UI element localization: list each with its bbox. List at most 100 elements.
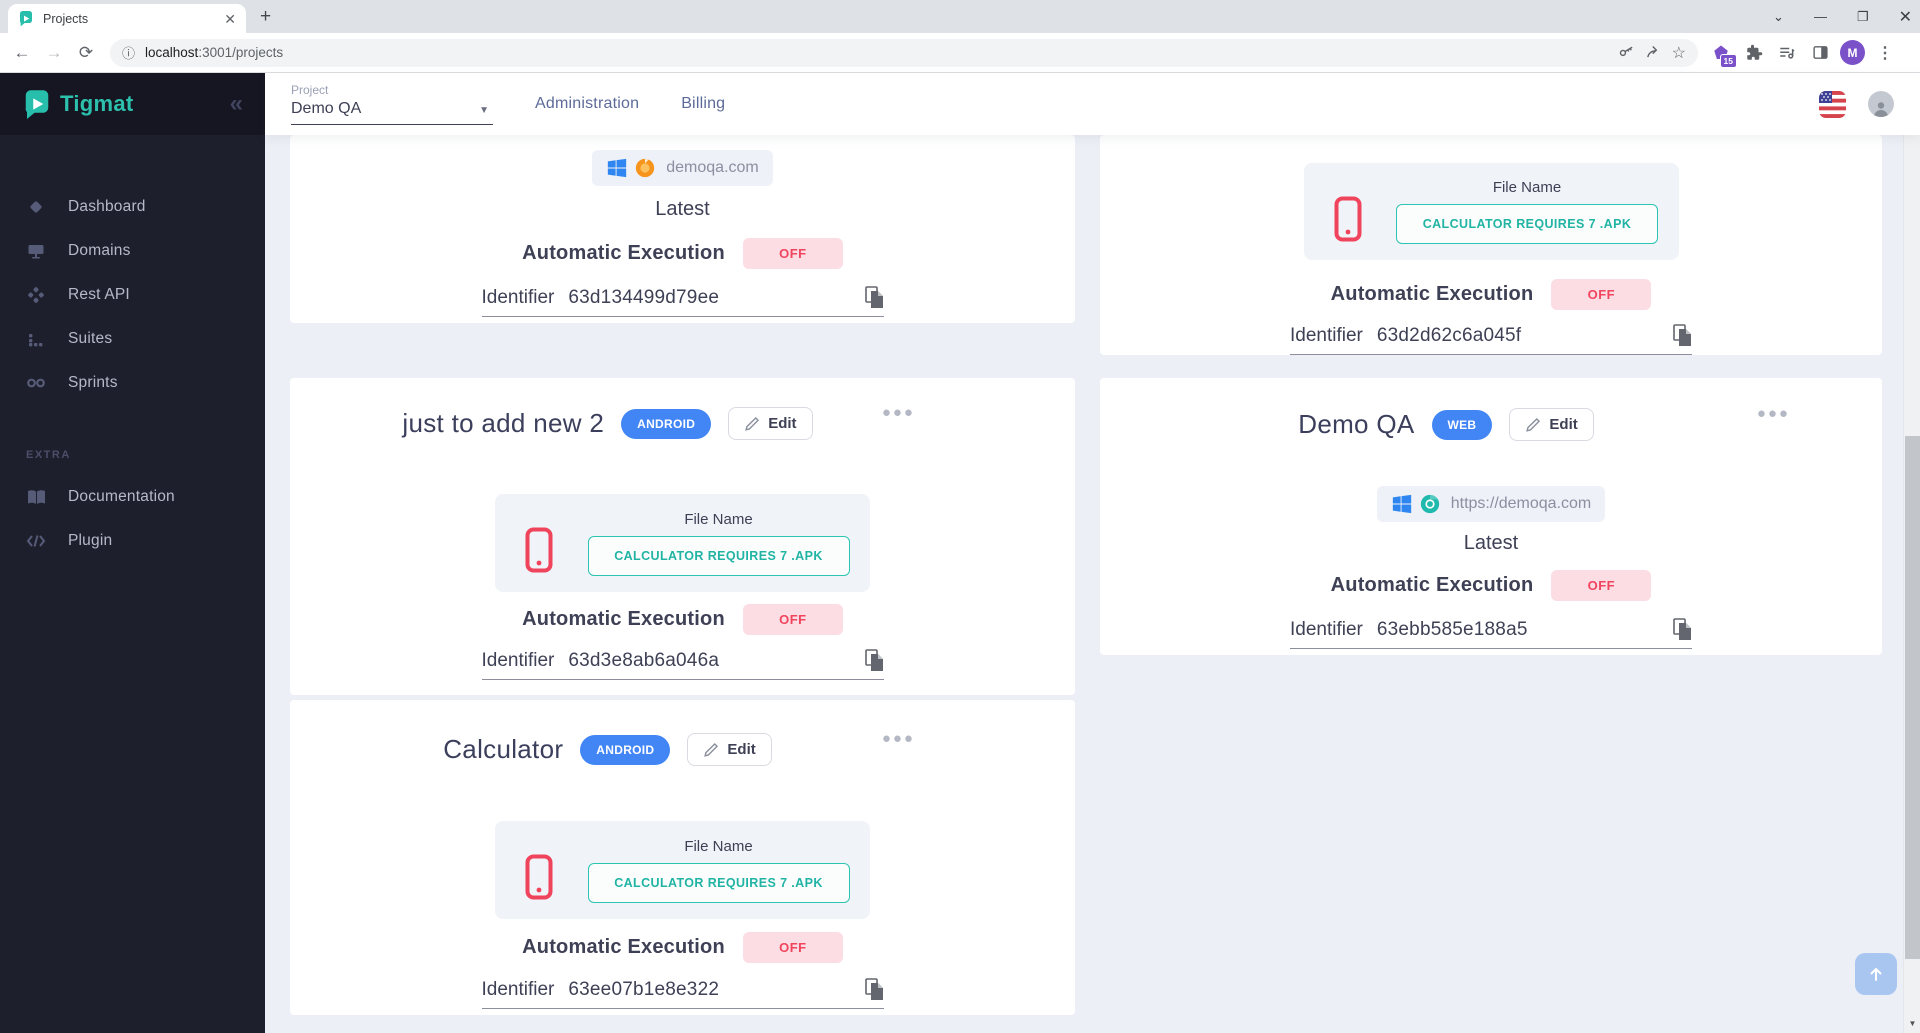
browser-tab[interactable]: Projects ✕ <box>8 4 246 33</box>
nav-billing[interactable]: Billing <box>681 95 726 112</box>
sidebar-item-label: Plugin <box>68 532 113 549</box>
auto-exec-toggle[interactable]: OFF <box>742 604 843 635</box>
identifier-value: 63d3e8ab6a046a <box>568 649 720 671</box>
extension-icon[interactable]: 15 <box>1708 40 1737 68</box>
bookmark-star-icon[interactable]: ☆ <box>1671 44 1686 62</box>
password-key-icon[interactable] <box>1618 43 1635 63</box>
sidebar-item-rest-api[interactable]: Rest API <box>0 273 265 317</box>
reload-button[interactable]: ⟳ <box>78 42 94 62</box>
copy-icon <box>1673 324 1691 346</box>
file-block: File Name CALCULATOR REQUIRES 7 .APK <box>1303 163 1679 260</box>
nav-administration[interactable]: Administration <box>535 95 640 112</box>
browser-tab-strip: Projects ✕ + ⌄ — ❐ ✕ <box>0 0 1920 33</box>
version-label: Latest <box>1463 532 1519 554</box>
project-card-calculator: Calculator ANDROID Edit ●●● File Name CA… <box>290 700 1075 1015</box>
copy-identifier-button[interactable] <box>1673 324 1692 347</box>
identifier-field: Identifier 63d3e8ab6a046a <box>481 649 884 680</box>
auto-exec-toggle[interactable]: OFF <box>742 238 843 269</box>
code-icon <box>26 534 46 548</box>
card-menu-button[interactable]: ●●● <box>881 730 915 747</box>
project-card-partial-android: File Name CALCULATOR REQUIRES 7 .APK Aut… <box>1100 135 1882 355</box>
auto-exec-toggle[interactable]: OFF <box>1551 570 1652 601</box>
auto-exec-toggle[interactable]: OFF <box>1551 279 1652 310</box>
apk-file-button[interactable]: CALCULATOR REQUIRES 7 .APK <box>587 535 850 576</box>
favicon-tigmat-icon <box>19 10 32 26</box>
sidebar-item-documentation[interactable]: Documentation <box>0 475 265 519</box>
platform-badge: ANDROID <box>621 408 712 439</box>
apk-file-button[interactable]: CALCULATOR REQUIRES 7 .APK <box>1396 204 1658 244</box>
sidebar-item-domains[interactable]: Domains <box>0 229 265 273</box>
scrollbar-thumb[interactable] <box>1905 436 1920 959</box>
card-menu-button[interactable]: ●●● <box>1756 405 1790 422</box>
file-block: File Name CALCULATOR REQUIRES 7 .APK <box>495 494 870 592</box>
app-header: Project Demo QA ▼ Administration Billing <box>265 73 1920 135</box>
identifier-label: Identifier <box>481 649 555 671</box>
back-button[interactable]: ← <box>13 42 31 62</box>
book-icon <box>26 489 46 505</box>
identifier-value: 63d134499d79ee <box>568 286 720 308</box>
file-block: File Name CALCULATOR REQUIRES 7 .APK <box>495 821 870 919</box>
window-close-button[interactable]: ✕ <box>1898 8 1912 26</box>
pencil-icon <box>704 742 719 757</box>
user-avatar[interactable] <box>1868 91 1894 117</box>
api-icon <box>26 286 46 304</box>
sidebar-item-dashboard[interactable]: Dashboard <box>0 185 265 229</box>
browser-orange-icon <box>636 158 655 178</box>
copy-identifier-button[interactable] <box>864 649 884 672</box>
media-playlist-icon[interactable] <box>1774 40 1800 66</box>
sidebar-section-extra: EXTRA <box>26 449 71 461</box>
card-menu-button[interactable]: ●●● <box>881 404 915 421</box>
sidebar-item-suites[interactable]: Suites <box>0 317 265 361</box>
new-tab-button[interactable]: + <box>260 6 272 27</box>
edit-button[interactable]: Edit <box>687 733 772 766</box>
side-panel-icon[interactable] <box>1807 40 1833 66</box>
environment-chip: demoqa.com <box>592 150 773 186</box>
platform-badge: WEB <box>1431 409 1493 440</box>
identifier-field: Identifier 63ee07b1e8e322 <box>481 978 884 1009</box>
share-icon[interactable] <box>1645 43 1662 63</box>
edit-button-label: Edit <box>1549 416 1578 433</box>
extension-badge: 15 <box>1719 53 1737 68</box>
project-card-demo-qa: Demo QA WEB Edit ●●● https://demoqa.com … <box>1100 378 1882 655</box>
page-scrollbar[interactable]: ▲ ▼ <box>1903 73 1920 1033</box>
extensions-puzzle-icon[interactable] <box>1741 40 1767 66</box>
identifier-label: Identifier <box>481 978 555 1000</box>
copy-identifier-button[interactable] <box>1673 618 1692 641</box>
auto-exec-label: Automatic Execution <box>1330 283 1534 305</box>
url-text: localhost:3001/projects <box>145 45 284 60</box>
scroll-to-top-button[interactable] <box>1855 953 1897 995</box>
auto-exec-label: Automatic Execution <box>522 242 725 264</box>
sidebar-item-plugin[interactable]: Plugin <box>0 519 265 563</box>
address-bar[interactable]: ⓘ localhost:3001/projects ☆ <box>110 38 1698 67</box>
project-title: Demo QA <box>1298 409 1415 439</box>
pencil-icon <box>745 416 760 431</box>
project-card-partial-web: demoqa.com Latest Automatic Execution OF… <box>290 135 1075 323</box>
brand-name: Tigmat <box>60 91 134 116</box>
identifier-value: 63ee07b1e8e322 <box>568 978 720 1000</box>
sidebar-item-label: Domains <box>68 242 131 259</box>
window-restore-button[interactable]: ❐ <box>1856 8 1869 24</box>
identifier-field: Identifier 63d134499d79ee <box>481 286 884 317</box>
apk-file-button[interactable]: CALCULATOR REQUIRES 7 .APK <box>587 862 850 903</box>
site-info-icon[interactable]: ⓘ <box>122 46 136 61</box>
tab-close-icon[interactable]: ✕ <box>224 10 236 27</box>
scrollbar-down-arrow[interactable]: ▼ <box>1908 1018 1917 1028</box>
edit-button[interactable]: Edit <box>1509 408 1594 441</box>
edit-button[interactable]: Edit <box>728 407 813 440</box>
project-select[interactable]: Project Demo QA ▼ <box>291 83 493 125</box>
language-flag-icon[interactable] <box>1819 90 1846 118</box>
tab-title: Projects <box>43 11 89 26</box>
window-minimize-button[interactable]: — <box>1813 9 1827 24</box>
window-chevron-icon[interactable]: ⌄ <box>1773 8 1784 24</box>
auto-exec-toggle[interactable]: OFF <box>742 932 843 963</box>
forward-button[interactable]: → <box>45 42 63 62</box>
copy-identifier-button[interactable] <box>864 286 884 309</box>
browser-profile-avatar[interactable]: M <box>1840 40 1865 65</box>
sidebar-collapse-icon[interactable]: « <box>229 90 243 117</box>
file-name-label: File Name <box>684 837 753 855</box>
sidebar-item-label: Sprints <box>68 374 118 391</box>
sidebar: Tigmat « Dashboard Domains Rest API <box>0 73 265 1033</box>
browser-menu-icon[interactable]: ⋮ <box>1877 44 1893 62</box>
copy-identifier-button[interactable] <box>864 978 884 1001</box>
sidebar-item-sprints[interactable]: Sprints <box>0 361 265 405</box>
